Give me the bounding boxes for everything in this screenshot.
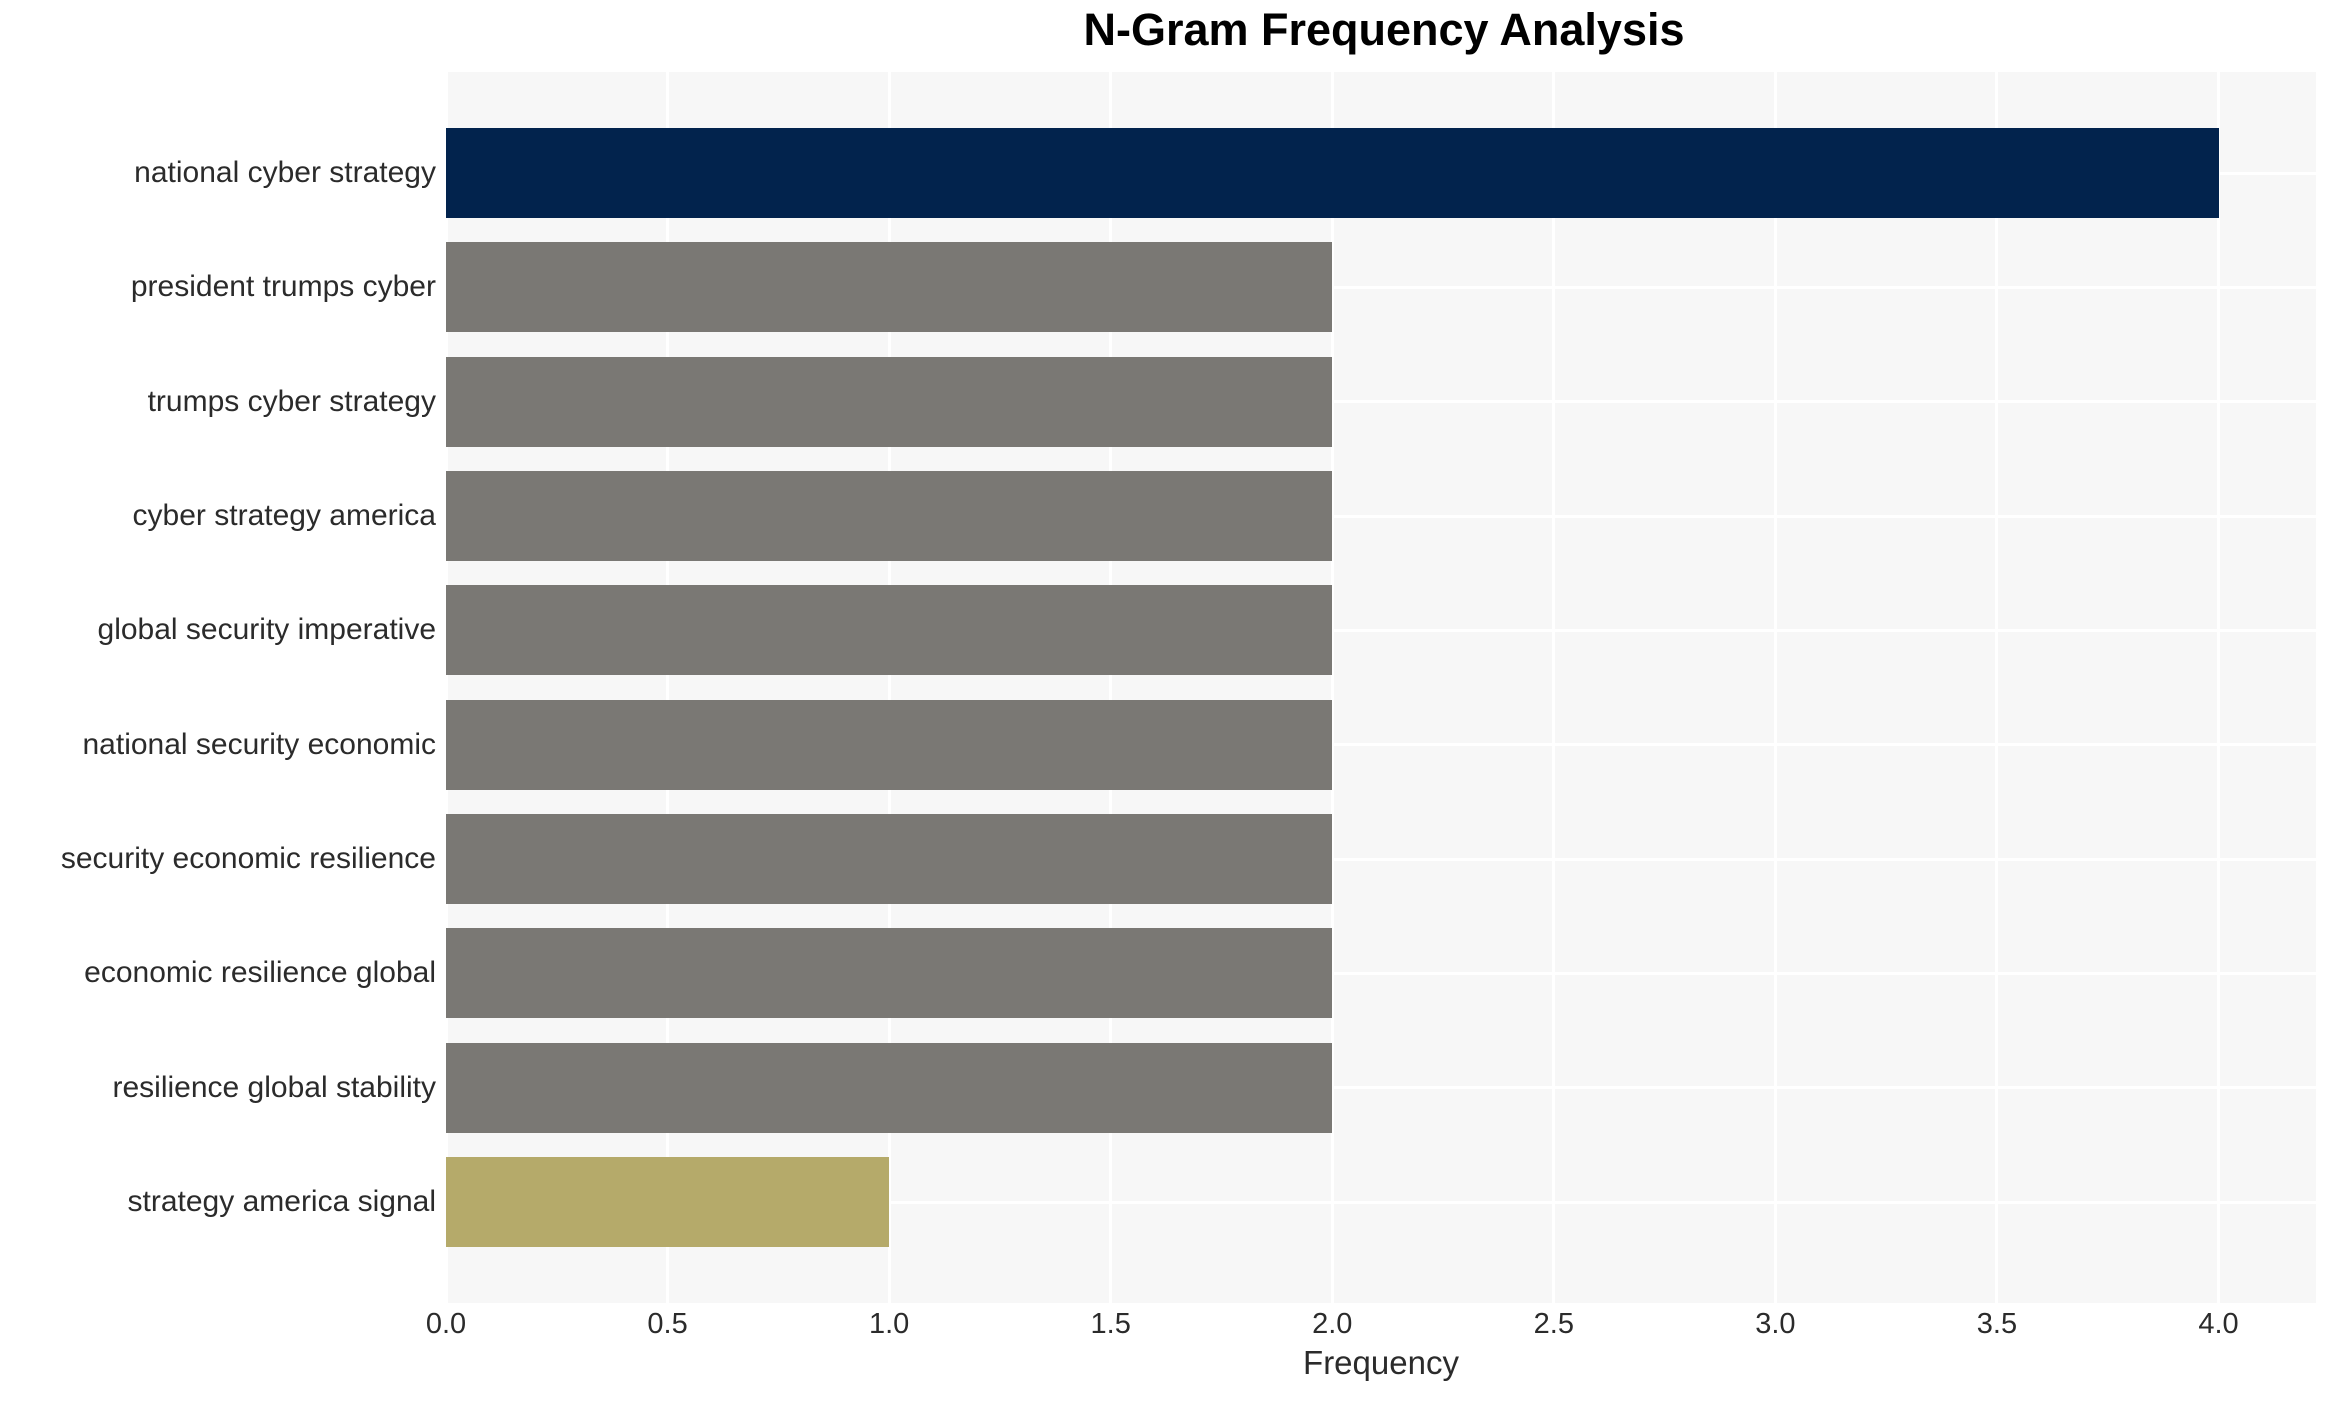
bar-trumps-cyber-strategy <box>446 356 1333 447</box>
y-tick-label-resilience-global-stability: resilience global stability <box>112 1070 437 1104</box>
x-tick-label-2.5: 2.5 <box>1533 1308 1574 1340</box>
horizontal-gridline <box>446 1086 2316 1090</box>
horizontal-gridline <box>446 628 2316 632</box>
x-tick-label-0.5: 0.5 <box>647 1308 688 1340</box>
bar-global-security-imperative <box>446 585 1333 676</box>
x-tick-label-1.0: 1.0 <box>868 1308 910 1340</box>
vertical-gridline <box>1773 72 1777 1303</box>
x-tick-label-2.0: 2.0 <box>1312 1308 1353 1340</box>
bar-national-cyber-strategy <box>446 128 2219 218</box>
x-tick-label-1.5: 1.5 <box>1090 1308 1131 1340</box>
bar-strategy-america-signal <box>446 1157 890 1247</box>
x-tick-label-3.0: 3.0 <box>1755 1308 1796 1340</box>
horizontal-gridline <box>446 400 2316 404</box>
bar-resilience-global-stability <box>446 1042 1333 1133</box>
x-tick-label-0.0: 0.0 <box>425 1308 467 1340</box>
horizontal-gridline <box>446 857 2316 861</box>
horizontal-gridline <box>446 1200 2316 1204</box>
horizontal-gridline <box>446 743 2316 747</box>
vertical-gridline <box>1330 72 1334 1303</box>
bar-national-security-economic <box>446 699 1333 790</box>
horizontal-gridline <box>446 971 2316 975</box>
plot-area <box>446 72 2316 1303</box>
bar-security-economic-resilience <box>446 814 1333 904</box>
vertical-gridline <box>2217 72 2220 1303</box>
vertical-gridline <box>1109 72 1113 1303</box>
y-tick-label-global-security-imperative: global security imperative <box>97 613 436 647</box>
y-tick-label-strategy-america-signal: strategy america signal <box>127 1185 436 1218</box>
chart-title: N-Gram Frequency Analysis <box>1083 4 1685 55</box>
y-tick-label-economic-resilience-global: economic resilience global <box>84 956 436 990</box>
vertical-gridline <box>666 72 670 1303</box>
bar-president-trumps-cyber <box>446 242 1333 333</box>
bar-economic-resilience-global <box>446 928 1333 1019</box>
y-tick-label-cyber-strategy-america: cyber strategy america <box>132 499 436 532</box>
bar-cyber-strategy-america <box>446 471 1333 561</box>
y-tick-label-national-security-economic: national security economic <box>82 727 436 761</box>
horizontal-gridline <box>446 514 2316 518</box>
y-tick-label-president-trumps-cyber: president trumps cyber <box>130 270 436 304</box>
y-tick-label-trumps-cyber-strategy: trumps cyber strategy <box>147 384 436 418</box>
vertical-gridline <box>446 72 448 1303</box>
x-axis-title: Frequency <box>1303 1344 1459 1381</box>
y-tick-label-national-cyber-strategy: national cyber strategy <box>134 156 436 189</box>
x-tick-label-3.5: 3.5 <box>1976 1308 2018 1340</box>
x-tick-label-4.0: 4.0 <box>2198 1308 2239 1340</box>
vertical-gridline <box>887 72 891 1303</box>
vertical-gridline <box>1552 72 1556 1303</box>
y-tick-label-security-economic-resilience: security economic resilience <box>60 842 436 875</box>
vertical-gridline <box>1995 72 1999 1303</box>
horizontal-gridline <box>446 285 2316 289</box>
